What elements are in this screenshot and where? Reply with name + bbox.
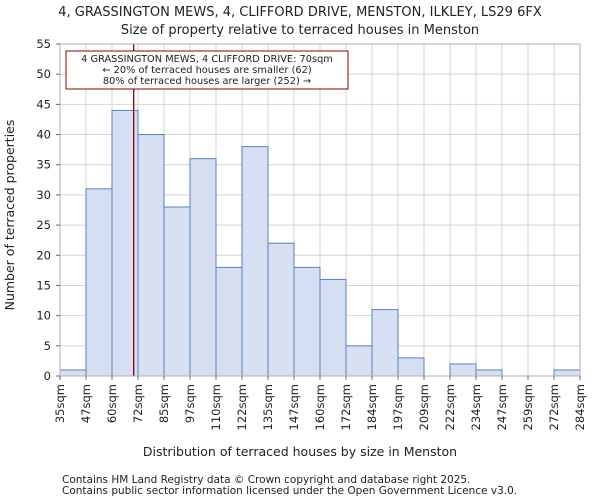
x-tick-label: 97sqm (183, 384, 197, 423)
x-tick-label: 172sqm (339, 384, 353, 430)
bar-272sqm (553, 369, 581, 377)
bar-172sqm (345, 345, 373, 377)
bar-85sqm (163, 206, 191, 377)
annotation-frame (65, 50, 349, 90)
chart-title-line1: 4, GRASSINGTON MEWS, 4, CLIFFORD DRIVE, … (58, 5, 542, 20)
bar-122sqm (241, 146, 269, 377)
y-tick-label: 40 (36, 128, 51, 142)
y-tick-label: 30 (36, 188, 51, 202)
x-tick-label: 259sqm (521, 384, 535, 430)
bar-110sqm (215, 266, 243, 377)
bar-147sqm (293, 266, 321, 377)
x-tick-label: 60sqm (105, 384, 119, 423)
x-tick-label: 284sqm (573, 384, 587, 430)
y-tick-label: 25 (36, 218, 51, 232)
x-tick-label: 222sqm (443, 384, 457, 430)
y-tick-label: 0 (44, 369, 51, 383)
x-axis-label: Distribution of terraced houses by size … (143, 444, 457, 459)
x-tick-label: 110sqm (209, 384, 223, 430)
x-tick-label: 85sqm (157, 384, 171, 423)
annotation-line2: ← 20% of terraced houses are smaller (62… (102, 65, 311, 76)
y-tick-label: 5 (44, 339, 51, 353)
bar-222sqm (449, 363, 477, 377)
chart-title-line2: Size of property relative to terraced ho… (121, 23, 479, 38)
y-axis-ticks: 0 5 10 15 20 25 30 35 40 45 50 55 (36, 37, 60, 383)
x-tick-label: 234sqm (469, 384, 483, 430)
x-tick-label: 197sqm (391, 384, 405, 430)
annotation-box: 4 GRASSINGTON MEWS, 4 CLIFFORD DRIVE: 70… (65, 50, 349, 90)
x-tick-label: 247sqm (495, 384, 509, 430)
footer-line1: Contains HM Land Registry data © Crown c… (62, 474, 470, 486)
x-axis-ticks: 35sqm 47sqm 60sqm 72sqm 85sqm 97sqm 110sqm 122s… (53, 376, 587, 430)
bar-160sqm (319, 278, 347, 377)
x-tick-label: 72sqm (131, 384, 145, 423)
x-tick-label: 122sqm (235, 384, 249, 430)
y-axis-label: Number of terraced properties (2, 120, 17, 311)
x-tick-label: 184sqm (365, 384, 379, 430)
y-tick-label: 55 (36, 37, 51, 51)
y-tick-label: 50 (36, 67, 51, 81)
y-tick-label: 15 (36, 278, 51, 292)
x-tick-label: 135sqm (261, 384, 275, 430)
footer-line2: Contains public sector information licen… (62, 485, 517, 497)
y-tick-label: 10 (36, 309, 51, 323)
bar-47sqm (85, 188, 113, 377)
y-tick-label: 20 (36, 248, 51, 262)
x-tick-label: 35sqm (53, 384, 67, 423)
x-tick-label: 160sqm (313, 384, 327, 430)
bar-35sqm (59, 369, 87, 377)
y-tick-label: 35 (36, 158, 51, 172)
x-tick-label: 147sqm (287, 384, 301, 430)
bar-197sqm (397, 357, 425, 377)
y-tick-label: 45 (36, 97, 51, 111)
bar-135sqm (267, 242, 295, 377)
bar-97sqm (189, 158, 217, 377)
bar-184sqm (371, 309, 399, 377)
annotation-line3: 80% of terraced houses are larger (252) … (103, 76, 311, 87)
x-tick-label: 47sqm (79, 384, 93, 423)
bar-72sqm (137, 134, 165, 377)
bar-234sqm (475, 369, 503, 377)
x-tick-label: 272sqm (547, 384, 561, 430)
x-tick-label: 209sqm (417, 384, 431, 430)
annotation-line1: 4 GRASSINGTON MEWS, 4 CLIFFORD DRIVE: 70… (81, 54, 333, 65)
